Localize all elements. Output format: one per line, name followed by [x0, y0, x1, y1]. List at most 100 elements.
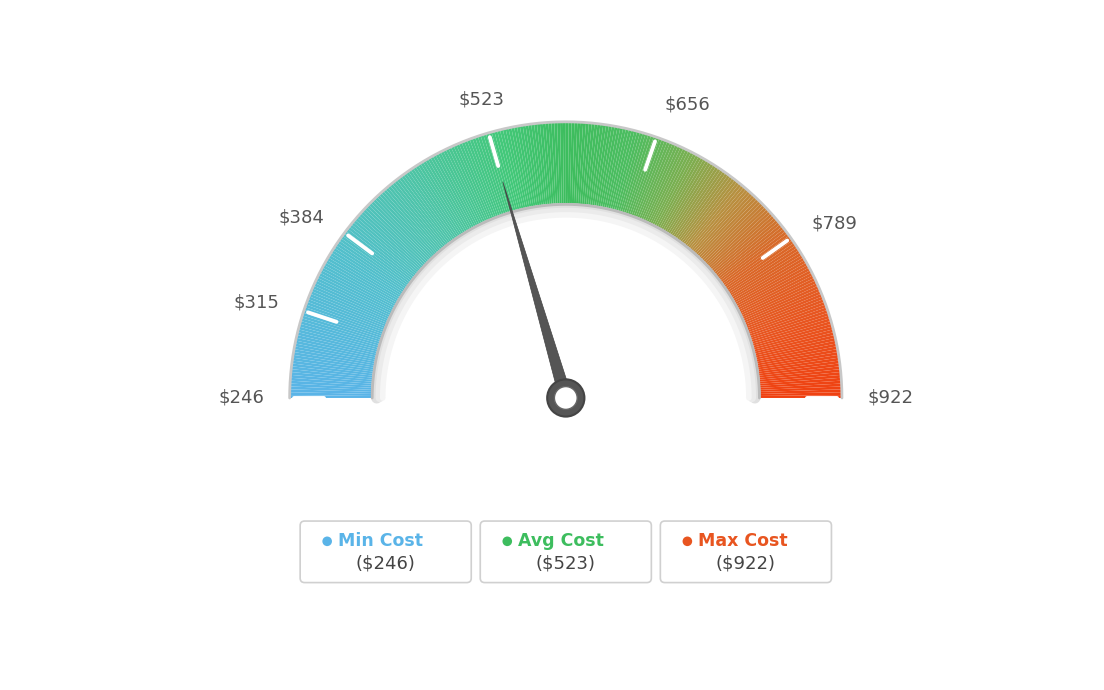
Text: ($922): ($922): [715, 554, 776, 573]
Wedge shape: [744, 355, 839, 372]
Wedge shape: [306, 302, 397, 337]
Wedge shape: [594, 125, 612, 220]
Wedge shape: [676, 180, 737, 257]
Circle shape: [502, 537, 512, 546]
Wedge shape: [659, 161, 711, 245]
Wedge shape: [689, 197, 757, 268]
Wedge shape: [390, 184, 453, 259]
Wedge shape: [299, 324, 392, 351]
Wedge shape: [367, 205, 437, 273]
Wedge shape: [694, 205, 765, 273]
Wedge shape: [295, 344, 390, 364]
Circle shape: [548, 380, 584, 417]
Wedge shape: [461, 141, 499, 231]
Wedge shape: [578, 123, 588, 219]
Wedge shape: [506, 128, 529, 222]
Wedge shape: [702, 217, 777, 282]
Wedge shape: [456, 144, 496, 233]
Wedge shape: [740, 326, 834, 353]
Wedge shape: [291, 364, 388, 377]
Wedge shape: [291, 360, 388, 375]
Wedge shape: [740, 324, 832, 351]
Wedge shape: [634, 142, 672, 232]
Wedge shape: [745, 375, 841, 385]
Wedge shape: [742, 337, 836, 361]
Wedge shape: [739, 318, 831, 348]
Wedge shape: [392, 181, 454, 258]
Wedge shape: [545, 122, 554, 218]
Wedge shape: [508, 127, 530, 221]
Wedge shape: [344, 231, 423, 290]
Wedge shape: [440, 150, 486, 237]
Wedge shape: [321, 268, 407, 315]
Wedge shape: [592, 125, 609, 220]
Wedge shape: [573, 122, 581, 218]
Wedge shape: [342, 233, 422, 292]
Wedge shape: [450, 146, 492, 234]
Wedge shape: [722, 260, 806, 310]
Wedge shape: [459, 142, 498, 232]
Wedge shape: [290, 381, 386, 388]
Wedge shape: [745, 366, 840, 379]
Wedge shape: [435, 153, 482, 239]
Text: ($523): ($523): [535, 554, 596, 573]
Text: $523: $523: [458, 90, 505, 108]
Wedge shape: [732, 291, 821, 330]
Wedge shape: [351, 222, 427, 285]
Text: Min Cost: Min Cost: [338, 532, 423, 551]
Wedge shape: [625, 137, 659, 228]
Wedge shape: [497, 130, 523, 224]
Text: Max Cost: Max Cost: [698, 532, 787, 551]
Wedge shape: [308, 296, 399, 333]
Wedge shape: [682, 187, 746, 262]
Text: $922: $922: [868, 389, 913, 407]
Text: Avg Cost: Avg Cost: [518, 532, 604, 551]
Wedge shape: [290, 369, 386, 381]
Wedge shape: [310, 291, 400, 330]
Wedge shape: [731, 286, 819, 326]
Wedge shape: [684, 191, 751, 264]
Wedge shape: [297, 332, 391, 357]
Wedge shape: [737, 315, 830, 346]
Wedge shape: [467, 139, 503, 230]
Wedge shape: [619, 135, 651, 227]
Wedge shape: [290, 384, 386, 391]
Wedge shape: [328, 255, 412, 306]
Wedge shape: [745, 386, 842, 393]
Wedge shape: [294, 349, 389, 368]
Wedge shape: [341, 236, 421, 294]
Wedge shape: [298, 326, 392, 353]
Wedge shape: [293, 357, 388, 373]
Wedge shape: [588, 124, 603, 219]
Wedge shape: [744, 357, 839, 373]
Wedge shape: [388, 185, 452, 260]
Wedge shape: [376, 195, 444, 267]
Wedge shape: [314, 283, 402, 325]
Wedge shape: [656, 159, 707, 243]
Wedge shape: [741, 329, 834, 355]
Text: $656: $656: [665, 95, 711, 113]
Wedge shape: [554, 122, 560, 218]
Wedge shape: [301, 315, 394, 346]
Wedge shape: [624, 136, 657, 228]
Wedge shape: [666, 168, 721, 249]
Wedge shape: [425, 159, 476, 243]
Wedge shape: [736, 307, 828, 341]
Wedge shape: [427, 157, 477, 242]
Wedge shape: [353, 219, 428, 283]
Wedge shape: [357, 215, 431, 280]
Wedge shape: [741, 332, 835, 357]
Wedge shape: [289, 392, 385, 396]
Wedge shape: [707, 226, 784, 288]
Wedge shape: [744, 364, 840, 377]
Wedge shape: [567, 122, 572, 218]
Wedge shape: [338, 240, 418, 297]
Wedge shape: [577, 122, 586, 218]
Wedge shape: [323, 262, 408, 311]
Wedge shape: [304, 307, 395, 341]
Wedge shape: [744, 360, 840, 375]
Wedge shape: [696, 207, 767, 275]
Wedge shape: [639, 146, 681, 234]
Wedge shape: [304, 310, 395, 342]
Wedge shape: [369, 203, 438, 272]
